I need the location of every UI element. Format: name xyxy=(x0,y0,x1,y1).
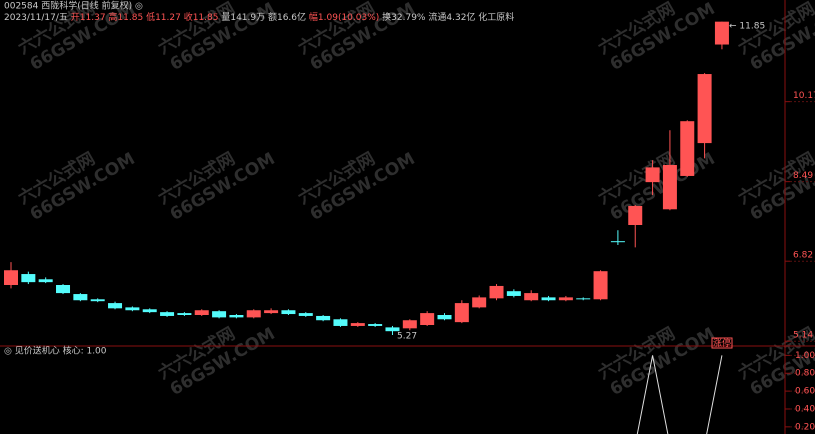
candle-body xyxy=(541,297,556,301)
candle-body xyxy=(281,310,296,315)
candle-body xyxy=(350,323,365,326)
candle-body xyxy=(333,319,348,326)
candle-body xyxy=(437,315,452,320)
candle-body xyxy=(628,205,643,225)
y-tick-label: 0.20 xyxy=(795,422,815,432)
candle-body xyxy=(264,310,279,314)
candle-body xyxy=(610,241,625,243)
y-tick-label: 8.49 xyxy=(793,171,813,181)
candle-body xyxy=(194,310,209,315)
candle-body xyxy=(385,327,400,332)
y-tick-label: 0.40 xyxy=(795,404,815,414)
candle-body xyxy=(593,271,608,300)
candle-body xyxy=(697,74,712,144)
candle-body xyxy=(298,313,313,316)
candle-body xyxy=(662,165,677,210)
quote-item: 低11.27 xyxy=(146,11,181,23)
candle-body xyxy=(368,324,383,326)
candle-body xyxy=(454,303,469,323)
candle-body xyxy=(714,21,729,45)
candle-body xyxy=(21,274,36,283)
max-annotation: ← 11.85 xyxy=(729,22,765,32)
candle-body xyxy=(142,309,157,313)
y-tick-label: 6.82 xyxy=(793,251,813,261)
candle-body xyxy=(73,294,88,301)
min-annotation: 5.27 xyxy=(397,332,417,342)
header-quote: 2023/11/17/五 开11.37 高11.85 低11.27 收11.85… xyxy=(4,11,514,23)
candle-body xyxy=(316,315,331,321)
candle-body xyxy=(212,311,227,318)
indicator-title: ◎ 见价送机心 核心: 1.00 xyxy=(4,345,107,357)
quote-item: 量141.9万 xyxy=(221,12,265,23)
candle-body xyxy=(506,291,521,296)
limit-annotation: 涨停 xyxy=(713,337,731,349)
y-tick-label: 1.00 xyxy=(795,351,815,361)
candle-body xyxy=(489,285,504,299)
candle-body xyxy=(576,298,591,300)
y-tick-label: 0.80 xyxy=(795,369,815,379)
header-title: 002584 西陇科学(日线 前复权) ◎ xyxy=(4,0,143,12)
candle-body xyxy=(420,313,435,325)
candle-body xyxy=(246,310,261,318)
quote-item: 收11.85 xyxy=(184,11,219,23)
candle-body xyxy=(125,307,140,311)
candle-body xyxy=(680,121,695,176)
quote-item: 流通4.32亿 xyxy=(428,11,475,23)
quote-item: 开11.37 xyxy=(71,12,106,23)
quote-item: 2023/11/17/五 xyxy=(4,13,68,23)
candle-body xyxy=(56,285,71,294)
candle-body xyxy=(38,279,53,283)
quote-item: 换32.79% xyxy=(382,11,426,23)
candle-body xyxy=(90,299,105,302)
quote-item: 额16.6亿 xyxy=(268,11,306,23)
candle-body xyxy=(229,315,244,318)
candle-body xyxy=(645,167,660,183)
y-tick-label: 10.17 xyxy=(793,91,815,101)
y-tick-label: 5.14 xyxy=(793,331,813,341)
candle-body xyxy=(402,320,417,329)
quote-item: 高11.85 xyxy=(108,11,143,23)
candle-body xyxy=(524,293,539,301)
candle-body xyxy=(177,313,192,315)
candle-body xyxy=(558,297,573,301)
limit-box xyxy=(711,337,733,349)
candle-body xyxy=(160,312,175,316)
candle-body xyxy=(472,297,487,308)
quote-item: 化工原料 xyxy=(478,11,514,23)
candle-body xyxy=(4,270,18,285)
candle-body xyxy=(108,303,123,309)
quote-item: 幅1.09(10.03%) xyxy=(309,11,379,23)
y-tick-label: 0.60 xyxy=(795,387,815,397)
